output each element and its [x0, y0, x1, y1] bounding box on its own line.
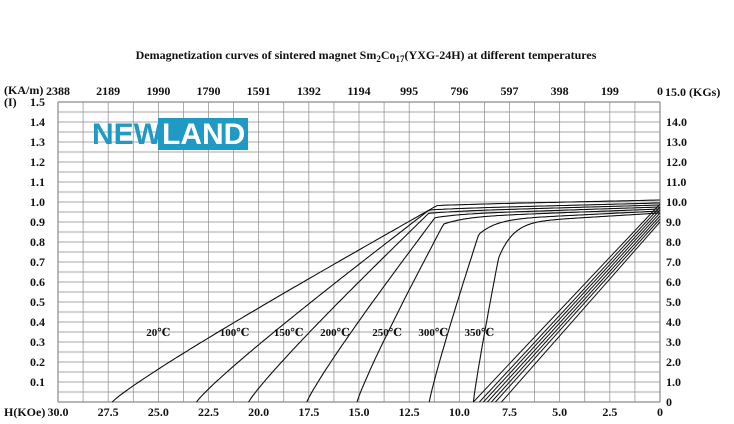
left-axis-ticks: 1.5 1.4 1.3 1.2 1.1 1.0 0.9 0.8 0.7 0.6 0.5 0.4 0.3 0… [30, 95, 45, 389]
left-tick-label: 1.2 [30, 155, 45, 169]
left-axis-quantity-label: (I) [4, 95, 17, 109]
normal-curve [473, 203, 661, 403]
right-tick-label: 11.0 [666, 175, 686, 189]
bottom-tick-label: 22.5 [198, 405, 219, 419]
bottom-tick-label: 5.0 [552, 405, 567, 419]
bottom-tick-label: 15.0 [349, 405, 370, 419]
left-tick-label: 0.4 [30, 315, 45, 329]
bottom-tick-label: 10.0 [449, 405, 470, 419]
curve-temperature-label: 200℃ [320, 327, 350, 339]
top-tick-label: 398 [551, 84, 569, 98]
normal-curve [501, 221, 661, 403]
normal-curves [473, 203, 661, 403]
right-tick-label: 6.0 [666, 275, 681, 289]
bottom-tick-label: 0 [657, 405, 663, 419]
intrinsic-curve [306, 206, 661, 403]
normal-curve [479, 206, 661, 403]
top-tick-label: 995 [400, 84, 418, 98]
top-tick-label: 0 [657, 84, 663, 98]
right-tick-label: 2.0 [666, 355, 681, 369]
top-tick-label: 1990 [146, 84, 170, 98]
right-tick-label: 0 [666, 395, 672, 409]
top-tick-label: 1194 [347, 84, 370, 98]
left-tick-label: 1.5 [30, 95, 45, 109]
left-tick-label: 0.2 [30, 355, 45, 369]
right-axis-ticks: 14.0 13.0 12.0 11.0 10.0 9.0 8.0 7.0 6.0 5.0 4.0 3.… [666, 115, 687, 409]
intrinsic-curve [111, 199, 661, 403]
bottom-tick-label: 30.0 [48, 405, 69, 419]
bottom-tick-label: 12.5 [399, 405, 420, 419]
bottom-tick-label: 2.5 [602, 405, 617, 419]
bottom-tick-label: 20.0 [248, 405, 269, 419]
curve-labels: 20℃ 100℃ 150℃ 200℃ 250℃ 300℃ 350℃ [146, 327, 494, 339]
normal-curve [491, 215, 661, 403]
chart-grid [57, 101, 661, 403]
intrinsic-curve [472, 212, 661, 403]
chart-title: Demagnetization curves of sintered magne… [136, 48, 597, 64]
right-tick-label: 12.0 [666, 155, 687, 169]
bottom-axis-label: H(KOe) [4, 405, 45, 419]
curve-temperature-label: 300℃ [418, 327, 448, 339]
top-tick-label: 597 [501, 84, 519, 98]
right-tick-label: 7.0 [666, 255, 681, 269]
left-axis-unit-label: (KA/m) [4, 83, 43, 97]
right-tick-label: 8.0 [666, 235, 681, 249]
curve-temperature-label: 150℃ [274, 327, 304, 339]
left-tick-label: 1.3 [30, 135, 45, 149]
intrinsic-curve [428, 210, 661, 403]
bottom-tick-label: 27.5 [98, 405, 119, 419]
top-tick-label: 199 [601, 84, 619, 98]
right-axis-top-label: 15.0 (KGs) [665, 85, 720, 99]
curve-temperature-label: 20℃ [146, 327, 170, 339]
top-tick-label: 1392 [297, 84, 321, 98]
bottom-axis-ticks: 30.0 27.5 25.0 22.5 20.0 17.5 15.0 12.5 10.0 7.5 5… [48, 405, 664, 419]
top-tick-label: 2388 [46, 84, 70, 98]
intrinsic-curve [356, 208, 661, 403]
right-tick-label: 4.0 [666, 315, 681, 329]
left-tick-label: 0.9 [30, 215, 45, 229]
curve-temperature-label: 250℃ [372, 327, 402, 339]
normal-curve [495, 218, 661, 403]
intrinsic-curve [196, 202, 661, 403]
right-tick-label: 3.0 [666, 335, 681, 349]
left-tick-label: 0.1 [30, 375, 45, 389]
logo-box [158, 118, 248, 150]
left-tick-label: 0.5 [30, 295, 45, 309]
normal-curve [483, 209, 661, 403]
curve-temperature-label: 100℃ [220, 327, 250, 339]
newland-logo: NEW LAND [92, 118, 248, 151]
top-tick-label: 2189 [96, 84, 120, 98]
logo-text-left: NEW [92, 118, 163, 151]
right-tick-label: 1.0 [666, 375, 681, 389]
curve-temperature-label: 350℃ [465, 327, 495, 339]
right-tick-label: 9.0 [666, 215, 681, 229]
right-tick-label: 10.0 [666, 195, 687, 209]
intrinsic-curves [111, 199, 661, 403]
top-axis-ticks: 2388 2189 1990 1790 1591 1392 1194 995 796 597 398… [46, 84, 663, 98]
left-tick-label: 0.8 [30, 235, 45, 249]
left-tick-label: 1.1 [30, 175, 45, 189]
left-tick-label: 0.7 [30, 255, 45, 269]
normal-curve [487, 212, 661, 403]
right-tick-label: 5.0 [666, 295, 681, 309]
bottom-tick-label: 17.5 [298, 405, 319, 419]
right-tick-label: 14.0 [666, 115, 687, 129]
top-tick-label: 796 [450, 84, 468, 98]
bottom-tick-label: 25.0 [148, 405, 169, 419]
logo-text-right: LAND [162, 118, 245, 151]
intrinsic-curve [248, 204, 661, 403]
left-tick-label: 0.3 [30, 335, 45, 349]
right-tick-label: 13.0 [666, 135, 687, 149]
top-tick-label: 1790 [197, 84, 221, 98]
left-tick-label: 0.6 [30, 275, 45, 289]
top-tick-label: 1591 [247, 84, 271, 98]
left-tick-label: 1.4 [30, 115, 45, 129]
left-tick-label: 1.0 [30, 195, 45, 209]
bottom-tick-label: 7.5 [502, 405, 517, 419]
